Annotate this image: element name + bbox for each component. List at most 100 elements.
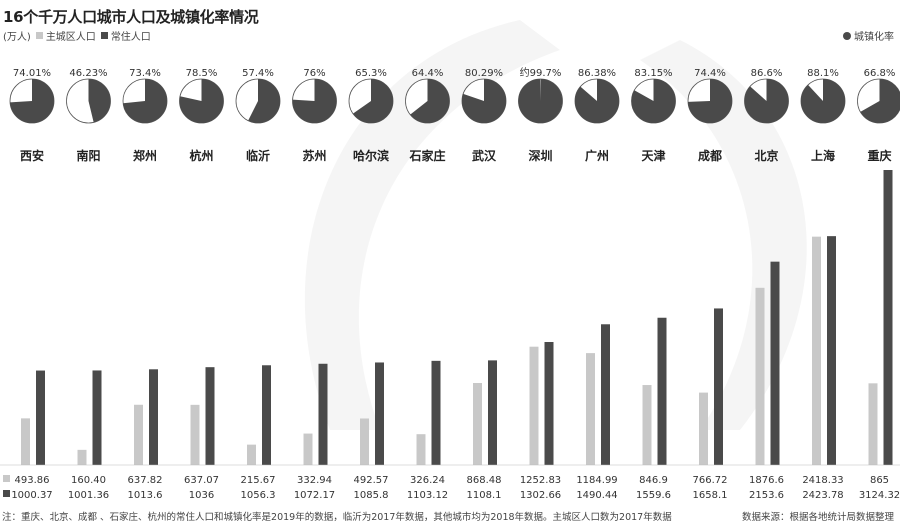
perm-bar	[318, 363, 328, 465]
main-value-label: 865	[870, 475, 889, 486]
main-value-label: 1876.6	[749, 475, 784, 486]
main-bar	[190, 404, 200, 465]
main-swatch	[35, 32, 43, 39]
city-label: 成都	[698, 148, 722, 163]
footnote: 注：重庆、北京、成都 、石家庄、杭州的常住人口和城镇化率是2019年的数据，临沂…	[2, 512, 672, 523]
main-bar	[77, 449, 87, 465]
main-bar	[868, 383, 878, 465]
main-bar	[699, 392, 708, 465]
legend-rate-label: 城镇化率	[854, 32, 894, 43]
rate-pie-slice	[575, 79, 620, 123]
perm-value-label: 3124.32	[859, 490, 900, 501]
city-label: 重庆	[867, 148, 891, 163]
perm-value-label: 1000.37	[11, 490, 52, 501]
legend-main-label: 主城区人口	[45, 32, 96, 43]
rate-pie-slice	[461, 79, 506, 123]
perm-value-label: 1013.6	[128, 490, 163, 501]
rate-pie-slice	[88, 78, 111, 123]
rate-pie-slice	[248, 79, 281, 123]
perm-bar	[149, 369, 158, 465]
city-label: 深圳	[528, 148, 552, 163]
rate-pie-slice	[860, 79, 900, 123]
rate-pie-slice	[123, 79, 167, 124]
city-label: 北京	[754, 148, 778, 163]
rate-label: 86.38%	[578, 68, 616, 79]
perm-bar	[827, 236, 836, 465]
main-bar	[134, 404, 143, 465]
main-value-label: 160.40	[71, 475, 106, 486]
main-bar	[586, 353, 595, 465]
city-label: 郑州	[133, 148, 157, 163]
main-bar	[529, 346, 539, 465]
rate-label: 76%	[303, 68, 325, 79]
city-label: 上海	[811, 148, 835, 163]
rate-label: 80.29%	[465, 68, 503, 79]
rate-label: 64.4%	[412, 68, 444, 79]
city-label: 广州	[585, 148, 609, 163]
rate-pie-slice	[688, 79, 733, 123]
perm-bar	[488, 360, 497, 465]
rate-pie-slice	[10, 79, 54, 123]
rate-label: 86.6%	[751, 68, 783, 79]
main-value-label: 1252.83	[520, 475, 561, 486]
rate-pie-slice	[410, 79, 450, 123]
perm-bar	[544, 342, 554, 465]
main-bar	[812, 236, 821, 465]
perm-row-marker	[3, 490, 10, 497]
perm-value-label: 1108.1	[467, 490, 502, 501]
main-value-label: 2418.33	[802, 475, 843, 486]
rate-pie-slice	[179, 79, 224, 123]
main-value-label: 493.86	[15, 475, 50, 486]
perm-bar	[883, 170, 893, 465]
rate-pie-slice	[518, 79, 563, 123]
legend-perm-label: 常住人口	[110, 32, 151, 43]
main-bar	[360, 418, 369, 465]
main-value-label: 1184.99	[576, 475, 617, 486]
perm-value-label: 1658.1	[693, 490, 728, 501]
main-bar	[642, 385, 652, 465]
unit-label: (万人)	[3, 32, 31, 43]
rate-pie-slice	[631, 79, 676, 123]
rate-pie-slice	[801, 79, 846, 124]
rate-label: 65.3%	[355, 68, 387, 79]
city-label: 天津	[641, 148, 665, 163]
city-label: 西安	[20, 148, 44, 163]
main-value-label: 868.48	[467, 475, 502, 486]
city-label: 南阳	[76, 148, 100, 163]
rate-label: 88.1%	[807, 68, 839, 79]
perm-value-label: 1036	[189, 490, 214, 501]
rate-label: 46.23%	[69, 68, 107, 79]
perm-bar	[601, 324, 610, 465]
perm-bar	[770, 261, 780, 465]
perm-value-label: 1559.6	[636, 490, 671, 501]
main-value-label: 637.07	[184, 475, 219, 486]
rate-label: 66.8%	[864, 68, 896, 79]
perm-bar	[92, 370, 102, 465]
main-value-label: 637.82	[128, 475, 163, 486]
main-value-label: 846.9	[639, 475, 668, 486]
data-source: 数据来源：根据各地统计局数据整理	[741, 512, 894, 523]
rate-label: 78.5%	[186, 68, 218, 79]
perm-bar	[262, 365, 271, 465]
perm-bar	[431, 360, 441, 465]
rate-label: 74.01%	[13, 68, 51, 79]
legend: (万人) 主城区人口 常住人口	[3, 28, 151, 43]
rate-legend: 城镇化率	[843, 28, 894, 43]
main-value-label: 326.24	[410, 475, 445, 486]
rate-label: 73.4%	[129, 68, 161, 79]
perm-value-label: 1490.44	[576, 490, 617, 501]
chart-title: 16个千万人口城市人口及城镇化率情况	[3, 8, 259, 26]
perm-value-label: 1001.36	[68, 490, 109, 501]
main-bar	[473, 382, 482, 465]
city-label: 临沂	[246, 148, 270, 163]
perm-bar	[714, 308, 723, 465]
rate-swatch	[843, 31, 851, 40]
main-row-marker	[3, 475, 10, 482]
rate-pie-slice	[744, 79, 789, 123]
city-label: 哈尔滨	[353, 148, 389, 163]
city-label: 苏州	[302, 148, 326, 163]
perm-value-label: 1085.8	[354, 490, 389, 501]
rate-label: 74.4%	[694, 68, 726, 79]
rate-pie-slice	[352, 79, 394, 124]
chart-canvas: 74.01% 西安 493.86 1000.37 46.23% 南阳 160.40 1001.…	[0, 66, 900, 501]
